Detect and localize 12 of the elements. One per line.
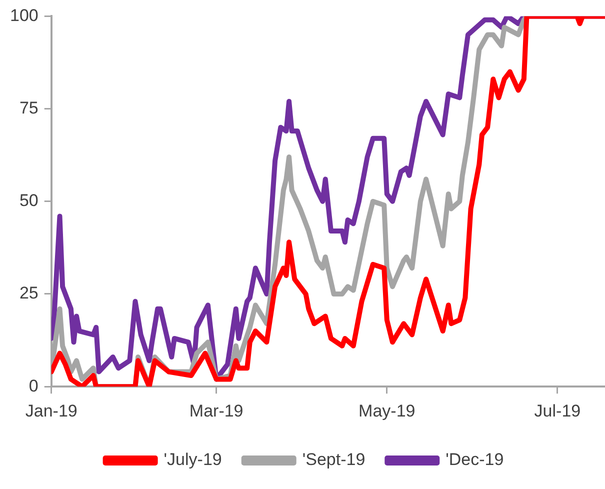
y-tick-label: 100: [10, 6, 38, 25]
y-tick-label: 50: [19, 191, 38, 210]
y-tick-label: 25: [19, 284, 38, 303]
x-tick-label: Jul-19: [534, 401, 581, 420]
y-tick-label: 0: [28, 376, 38, 396]
x-tick-label: Jan-19: [25, 401, 78, 420]
x-tick-label: May-19: [358, 401, 416, 420]
legend-label: 'Dec-19: [446, 450, 504, 470]
legend-label: 'July-19: [164, 450, 222, 470]
x-tick-label: Mar-19: [189, 401, 244, 420]
y-tick-label: 75: [19, 98, 38, 118]
legend-label: 'Sept-19: [302, 450, 366, 470]
